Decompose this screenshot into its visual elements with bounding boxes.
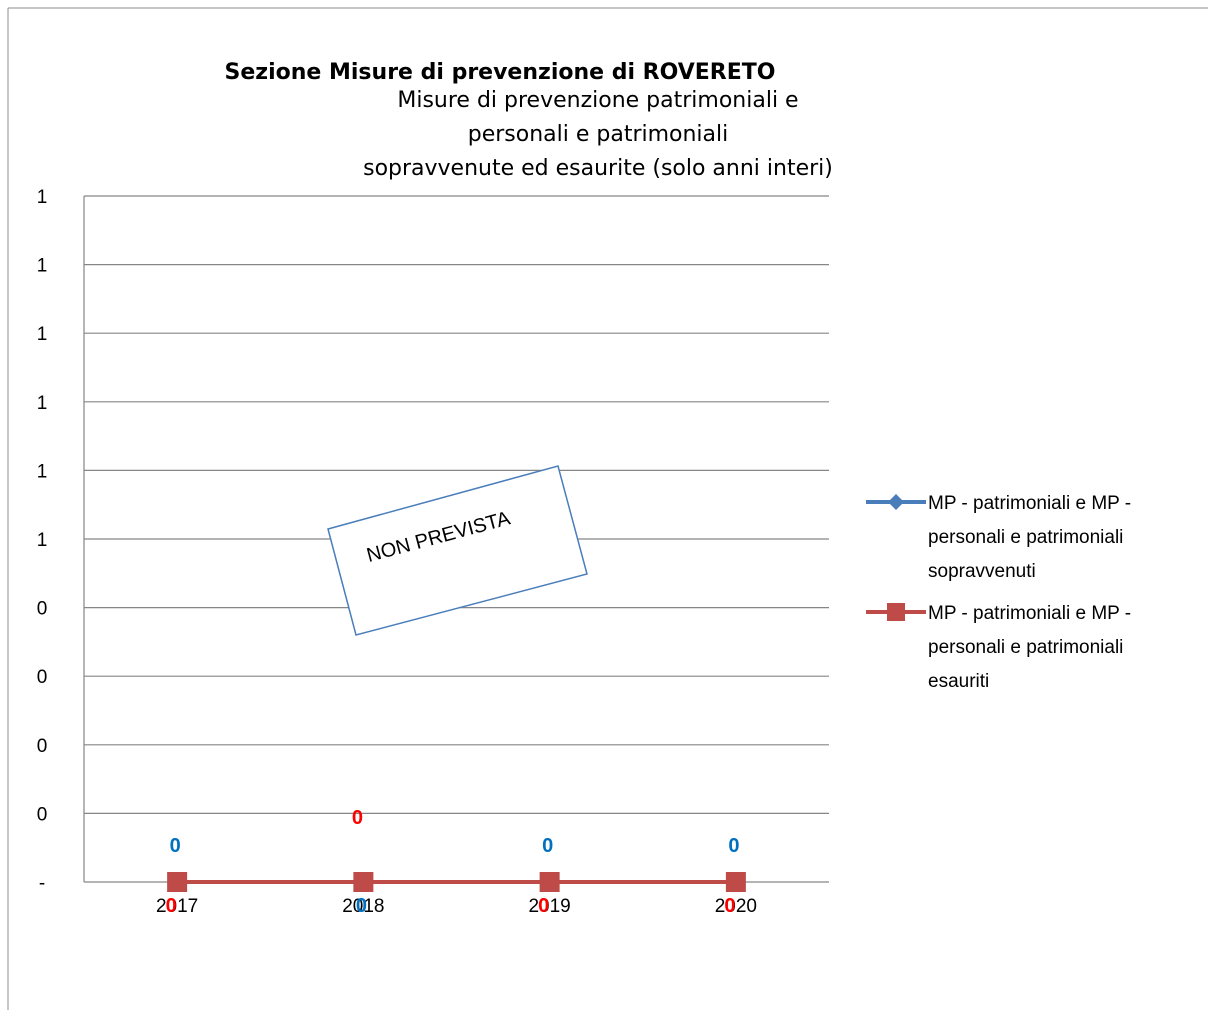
legend-label-sopravvenuti-line-2: personali e patrimoniali bbox=[928, 527, 1123, 548]
y-tick-label: 1 bbox=[37, 256, 48, 277]
legend-diamond-marker bbox=[888, 494, 904, 510]
data-label-series1-2019: 0 bbox=[538, 895, 549, 917]
legend-label-esauriti-line-2: personali e patrimoniali bbox=[928, 637, 1123, 658]
legend-item-esauriti: MP - patrimoniali e MP - personali e pat… bbox=[866, 603, 1131, 692]
y-tick-label: 1 bbox=[37, 324, 48, 345]
y-tick-label: 1 bbox=[37, 187, 48, 208]
legend: MP - patrimoniali e MP - personali e pat… bbox=[866, 493, 1131, 692]
data-label-series0-2020: 0 bbox=[728, 835, 739, 857]
annotation-frame bbox=[327, 465, 588, 636]
x-tick-label-2017: 2017 bbox=[156, 896, 198, 917]
data-label-series0-2017: 0 bbox=[170, 835, 181, 857]
annotation-box: NON PREVISTA bbox=[327, 465, 588, 636]
chart-title: Sezione Misure di prevenzione di ROVERET… bbox=[225, 60, 776, 85]
data-point-square-2018 bbox=[353, 872, 374, 892]
y-tick-label: 0 bbox=[37, 599, 48, 620]
x-tick-label-2018: 2018 bbox=[342, 896, 384, 917]
y-tick-label: 1 bbox=[37, 461, 48, 482]
legend-item-sopravvenuti: MP - patrimoniali e MP - personali e pat… bbox=[866, 493, 1131, 582]
data-label-series1-2017: 0 bbox=[166, 895, 177, 917]
data-label-series0-2019: 0 bbox=[542, 835, 553, 857]
y-tick-label: - bbox=[39, 873, 45, 894]
data-label-series1-2020: 0 bbox=[724, 895, 735, 917]
data-point-square-2019 bbox=[539, 872, 560, 892]
legend-label-esauriti-line-3: esauriti bbox=[928, 671, 989, 692]
x-tick-label-2020: 2020 bbox=[715, 896, 757, 917]
series bbox=[167, 872, 746, 892]
chart-subtitle-line-2: personali e patrimoniali bbox=[468, 122, 729, 147]
legend-label-esauriti-line-1: MP - patrimoniali e MP - bbox=[928, 603, 1131, 624]
data-label-series1-2018: 0 bbox=[352, 807, 363, 829]
data-point-square-2020 bbox=[725, 872, 746, 892]
y-tick-label: 0 bbox=[37, 736, 48, 757]
x-tick-label-2019: 2019 bbox=[528, 896, 570, 917]
legend-label-sopravvenuti-line-3: sopravvenuti bbox=[928, 561, 1036, 582]
chart-subtitle-line-3: sopravvenute ed esaurite (solo anni inte… bbox=[363, 156, 833, 181]
y-tick-label: 1 bbox=[37, 393, 48, 414]
y-axis-ticks: - 0 0 0 0 1 1 1 1 1 1 bbox=[37, 187, 48, 894]
x-axis-ticks: 2017 2018 2019 2020 bbox=[156, 896, 757, 917]
legend-square-marker bbox=[887, 603, 905, 621]
y-tick-label: 1 bbox=[37, 530, 48, 551]
chart-subtitle-line-1: Misure di prevenzione patrimoniali e bbox=[397, 88, 798, 113]
data-label-series0-2018: 0 bbox=[356, 895, 367, 917]
y-tick-label: 0 bbox=[37, 804, 48, 825]
data-labels: 0 0 0 0 0 0 0 0 bbox=[166, 807, 740, 917]
data-point-square-2017 bbox=[167, 872, 188, 892]
y-tick-label: 0 bbox=[37, 667, 48, 688]
legend-label-sopravvenuti-line-1: MP - patrimoniali e MP - bbox=[928, 493, 1131, 514]
